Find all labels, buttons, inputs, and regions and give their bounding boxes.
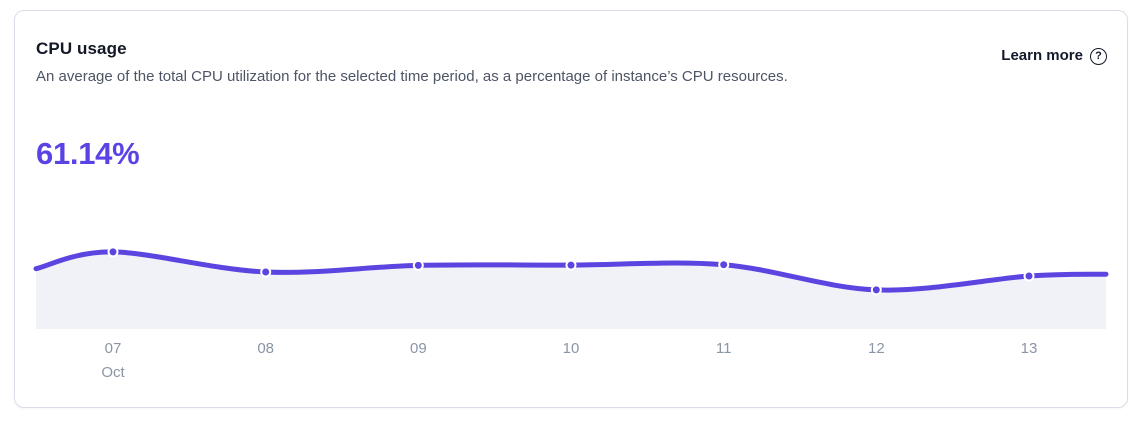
- x-axis-label: 10: [563, 339, 580, 359]
- x-axis-month: Oct: [101, 364, 125, 381]
- area-line-chart[interactable]: [33, 226, 1109, 329]
- card-subtitle: An average of the total CPU utilization …: [36, 68, 788, 85]
- cpu-usage-chart: 07 Oct 08 09 10 11 12 13: [33, 226, 1109, 385]
- learn-more-label: Learn more: [1001, 47, 1083, 64]
- metric-value: 61.14%: [36, 136, 140, 171]
- x-axis-label: 08: [257, 339, 274, 359]
- data-point[interactable]: [872, 286, 880, 294]
- card-title: CPU usage: [36, 39, 127, 58]
- data-point[interactable]: [262, 268, 270, 276]
- learn-more-link[interactable]: Learn more ?: [1001, 46, 1107, 66]
- x-axis-labels: 07 Oct 08 09 10 11 12 13: [36, 339, 1106, 385]
- area-fill: [36, 251, 1106, 329]
- x-axis-label: 07 Oct: [101, 339, 124, 383]
- x-axis-day: 07: [104, 340, 122, 357]
- x-axis-label: 12: [868, 339, 885, 359]
- x-axis-day: 12: [867, 340, 885, 357]
- cpu-usage-card: CPU usage An average of the total CPU ut…: [14, 10, 1128, 408]
- x-axis-label: 09: [410, 339, 427, 359]
- card-header-text: CPU usage An average of the total CPU ut…: [36, 39, 788, 87]
- data-point[interactable]: [414, 261, 422, 269]
- x-axis-day: 09: [409, 340, 427, 357]
- x-axis-day: 13: [1020, 340, 1038, 357]
- help-icon[interactable]: ?: [1090, 47, 1107, 65]
- x-axis-day: 11: [715, 340, 732, 357]
- x-axis-label: 11: [716, 339, 732, 359]
- data-point[interactable]: [567, 261, 575, 269]
- data-point[interactable]: [720, 261, 728, 269]
- data-point[interactable]: [1025, 272, 1033, 280]
- x-axis-day: 10: [562, 340, 580, 357]
- card-header: CPU usage An average of the total CPU ut…: [15, 11, 1127, 87]
- data-point[interactable]: [109, 248, 117, 256]
- x-axis-label: 13: [1021, 339, 1038, 359]
- x-axis-day: 08: [257, 340, 274, 357]
